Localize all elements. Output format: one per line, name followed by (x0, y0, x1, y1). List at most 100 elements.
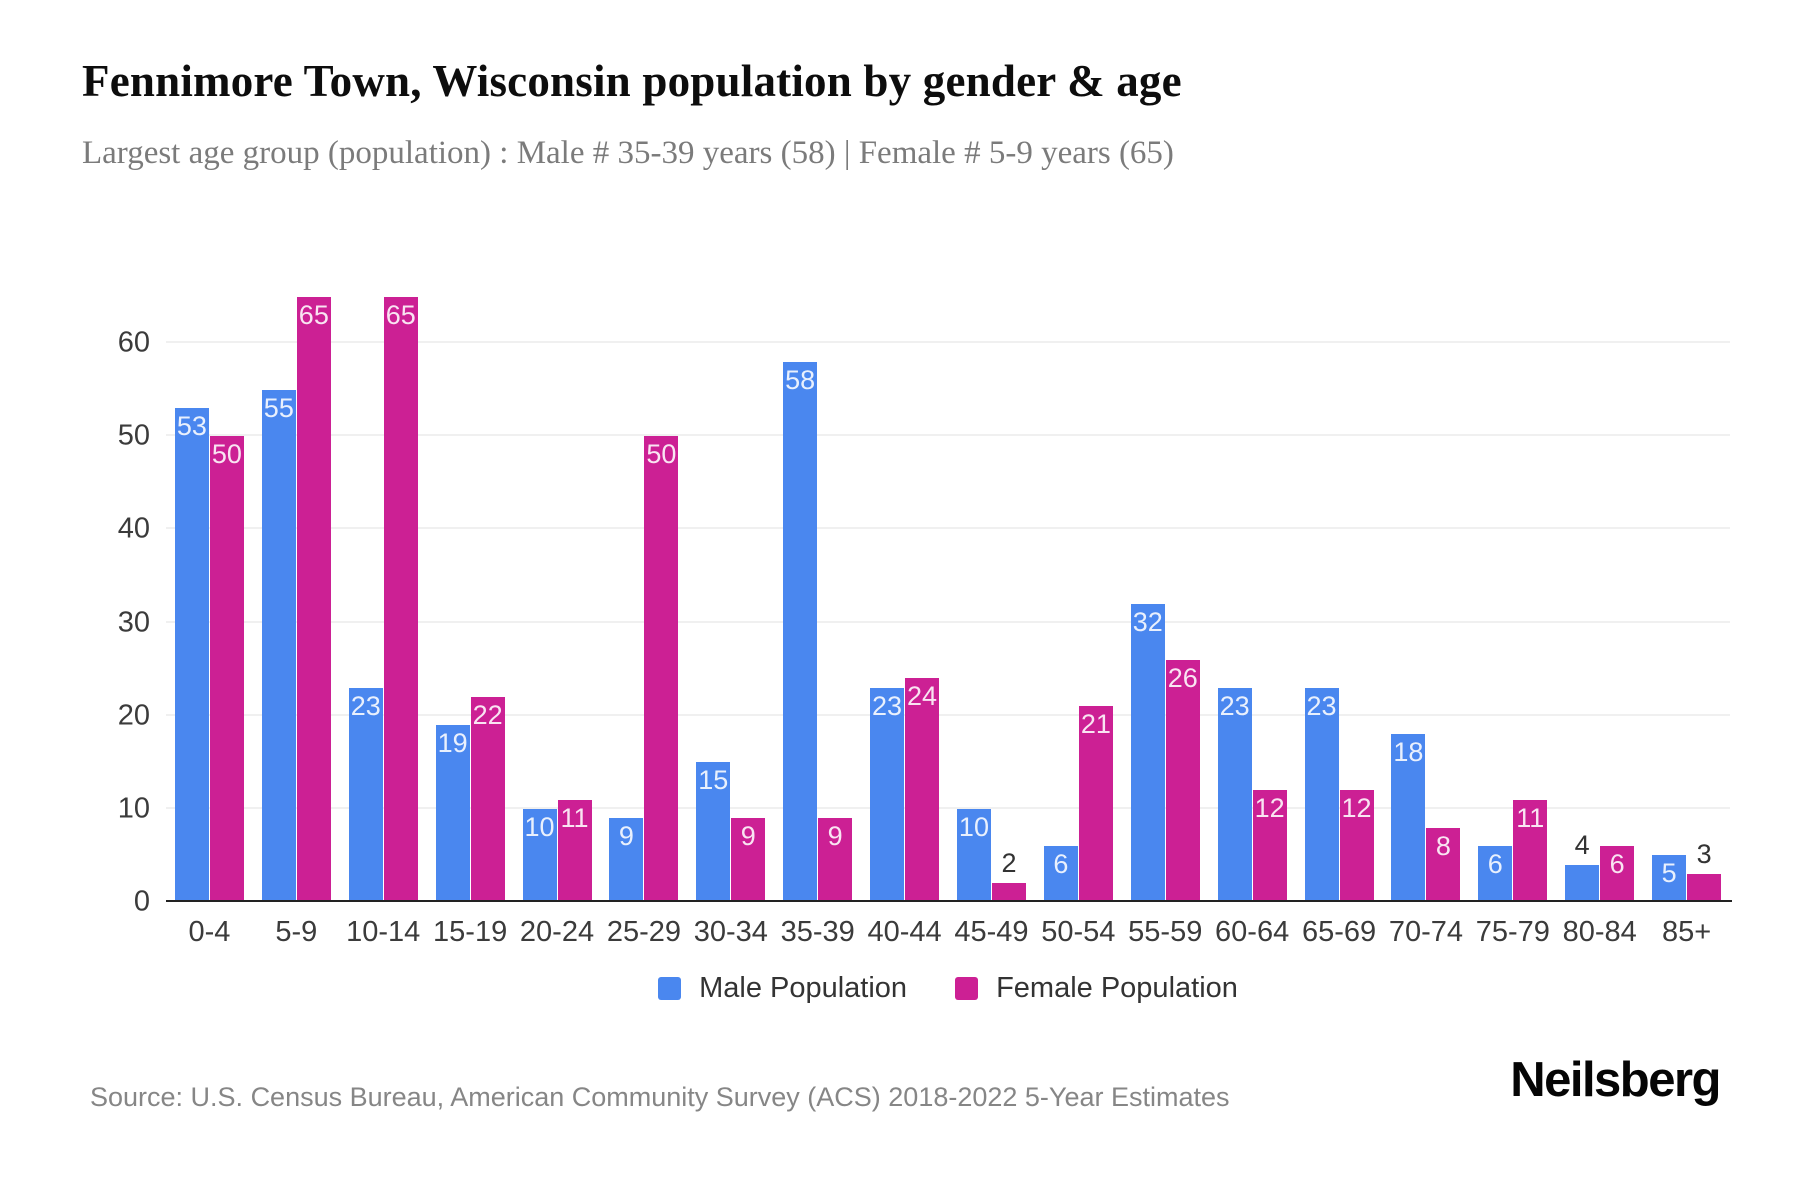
x-tick-label-30-34: 30-34 (693, 916, 768, 948)
chart-subtitle: Largest age group (population) : Male # … (82, 135, 1174, 171)
bar-group-15-19: 19 22 (427, 250, 514, 902)
bar-female-65-69[interactable]: 12 (1339, 790, 1374, 902)
bar-male-80-84[interactable]: 4 (1565, 831, 1600, 902)
bar-female-70-74[interactable]: 8 (1426, 827, 1461, 902)
bar-male-45-49[interactable]: 10 (956, 808, 991, 902)
x-tick-label-60-64: 60-64 (1215, 916, 1290, 948)
legend-label-male: Male Population (699, 972, 908, 1004)
bar-value-label: 10 (958, 811, 989, 842)
gridline-20 (166, 713, 1730, 716)
bar-female-35-39[interactable]: 9 (818, 818, 853, 902)
y-tick-label-40: 40 (117, 512, 150, 545)
legend-label-female: Female Population (996, 972, 1238, 1004)
bar-value-label: 12 (1341, 793, 1372, 824)
bar-female-80-84[interactable]: 6 (1600, 846, 1635, 902)
bar-female-30-34[interactable]: 9 (731, 818, 766, 902)
neilsberg-logo: Neilsberg (1510, 1053, 1721, 1107)
bar-value-label: 23 (872, 690, 903, 721)
x-axis-line (166, 900, 1732, 902)
bar-male-85+[interactable]: 5 (1652, 855, 1687, 902)
male-series-swatch (658, 977, 682, 1000)
bar-group-70-74: 18 8 (1382, 250, 1469, 902)
bar-group-75-79: 6 11 (1469, 250, 1556, 902)
bar-value-label: 55 (263, 392, 294, 423)
bar-male-0-4[interactable]: 53 (174, 408, 209, 902)
bar-value-label: 18 (1393, 737, 1424, 768)
gridline-10 (166, 806, 1730, 809)
bar-value-label: 58 (785, 364, 816, 395)
bar-female-60-64[interactable]: 12 (1252, 790, 1287, 902)
bar-female-15-19[interactable]: 22 (470, 697, 505, 902)
gridline-60 (166, 341, 1730, 344)
bar-female-50-54[interactable]: 21 (1078, 706, 1113, 902)
y-tick-label-30: 30 (117, 606, 150, 639)
legend-item-female[interactable]: Female Population (955, 972, 1238, 1005)
bar-male-25-29[interactable]: 9 (609, 818, 644, 902)
bar-value-label: 19 (437, 728, 468, 759)
bar-male-5-9[interactable]: 55 (261, 389, 296, 902)
legend: Male Population Female Population (166, 972, 1730, 1005)
bar-value-label: 22 (472, 700, 503, 731)
bar-male-75-79[interactable]: 6 (1478, 846, 1513, 902)
bar-value-label: 6 (1487, 849, 1503, 880)
legend-item-male[interactable]: Male Population (658, 972, 907, 1005)
x-tick-label-15-19: 15-19 (433, 916, 508, 948)
bar-male-70-74[interactable]: 18 (1391, 734, 1426, 902)
bar-male-15-19[interactable]: 19 (435, 725, 470, 902)
bar-value-label: 21 (1080, 709, 1111, 740)
bar-value-label: 9 (827, 821, 843, 852)
source-attribution: Source: U.S. Census Bureau, American Com… (90, 1082, 1230, 1112)
x-tick-label-25-29: 25-29 (606, 916, 681, 948)
bar-male-10-14[interactable]: 23 (348, 687, 383, 902)
bar-male-60-64[interactable]: 23 (1217, 687, 1252, 902)
bar-group-5-9: 55 65 (253, 250, 340, 902)
bar-female-5-9[interactable]: 65 (296, 296, 331, 902)
bar-female-45-49[interactable]: 2 (991, 850, 1026, 902)
bar-male-35-39[interactable]: 58 (783, 361, 818, 902)
bar-group-0-4: 53 50 (166, 250, 253, 902)
bar-female-20-24[interactable]: 11 (557, 799, 592, 902)
bar-group-30-34: 15 9 (687, 250, 774, 902)
bar-value-label: 9 (618, 821, 634, 852)
bar-female-40-44[interactable]: 24 (905, 678, 940, 902)
bar-group-55-59: 32 26 (1122, 250, 1209, 902)
bar-male-20-24[interactable]: 10 (522, 808, 557, 902)
plot-area: 53 50 55 65 23 65 19 22 10 11 9 50 15 9 58 9 23 24 10 2 6 21 3… (166, 250, 1730, 902)
bar-male-55-59[interactable]: 32 (1130, 603, 1165, 902)
y-tick-label-60: 60 (117, 326, 150, 359)
bar-value-label: 32 (1132, 606, 1163, 637)
bar-female-10-14[interactable]: 65 (383, 296, 418, 902)
bar-value-label: 23 (350, 690, 381, 721)
x-tick-label-40-44: 40-44 (867, 916, 942, 948)
bar-group-50-54: 6 21 (1035, 250, 1122, 902)
bar-male-65-69[interactable]: 23 (1304, 687, 1339, 902)
female-series-swatch (955, 977, 979, 1000)
bar-female-0-4[interactable]: 50 (209, 436, 244, 902)
bar-value-label: 11 (1516, 802, 1545, 833)
x-tick-label-65-69: 65-69 (1301, 916, 1377, 948)
bar-value-label: 24 (907, 681, 938, 712)
bar-male-50-54[interactable]: 6 (1043, 846, 1078, 902)
bar-value-label: 6 (1053, 849, 1069, 880)
bar-group-35-39: 58 9 (774, 250, 861, 902)
x-tick-label-5-9: 5-9 (275, 916, 318, 948)
bar-value-label: 65 (298, 299, 329, 330)
bar-group-25-29: 9 50 (600, 250, 687, 902)
bar-value-label: 50 (211, 439, 242, 470)
x-tick-label-20-24: 20-24 (519, 916, 595, 948)
x-tick-label-10-14: 10-14 (346, 916, 421, 948)
bar-value-label: 12 (1254, 793, 1285, 824)
bar-female-75-79[interactable]: 11 (1513, 799, 1548, 902)
bar-female-55-59[interactable]: 26 (1165, 659, 1200, 902)
gridline-30 (166, 620, 1730, 623)
bar-value-label: 23 (1306, 690, 1337, 721)
bar-male-40-44[interactable]: 23 (870, 687, 905, 902)
bar-group-10-14: 23 65 (340, 250, 427, 902)
bar-male-30-34[interactable]: 15 (696, 762, 731, 902)
bar-value-label: 9 (740, 821, 756, 852)
bar-female-85+[interactable]: 3 (1687, 841, 1722, 902)
bar-female-25-29[interactable]: 50 (644, 436, 679, 902)
bar-value-label: 53 (176, 411, 207, 442)
